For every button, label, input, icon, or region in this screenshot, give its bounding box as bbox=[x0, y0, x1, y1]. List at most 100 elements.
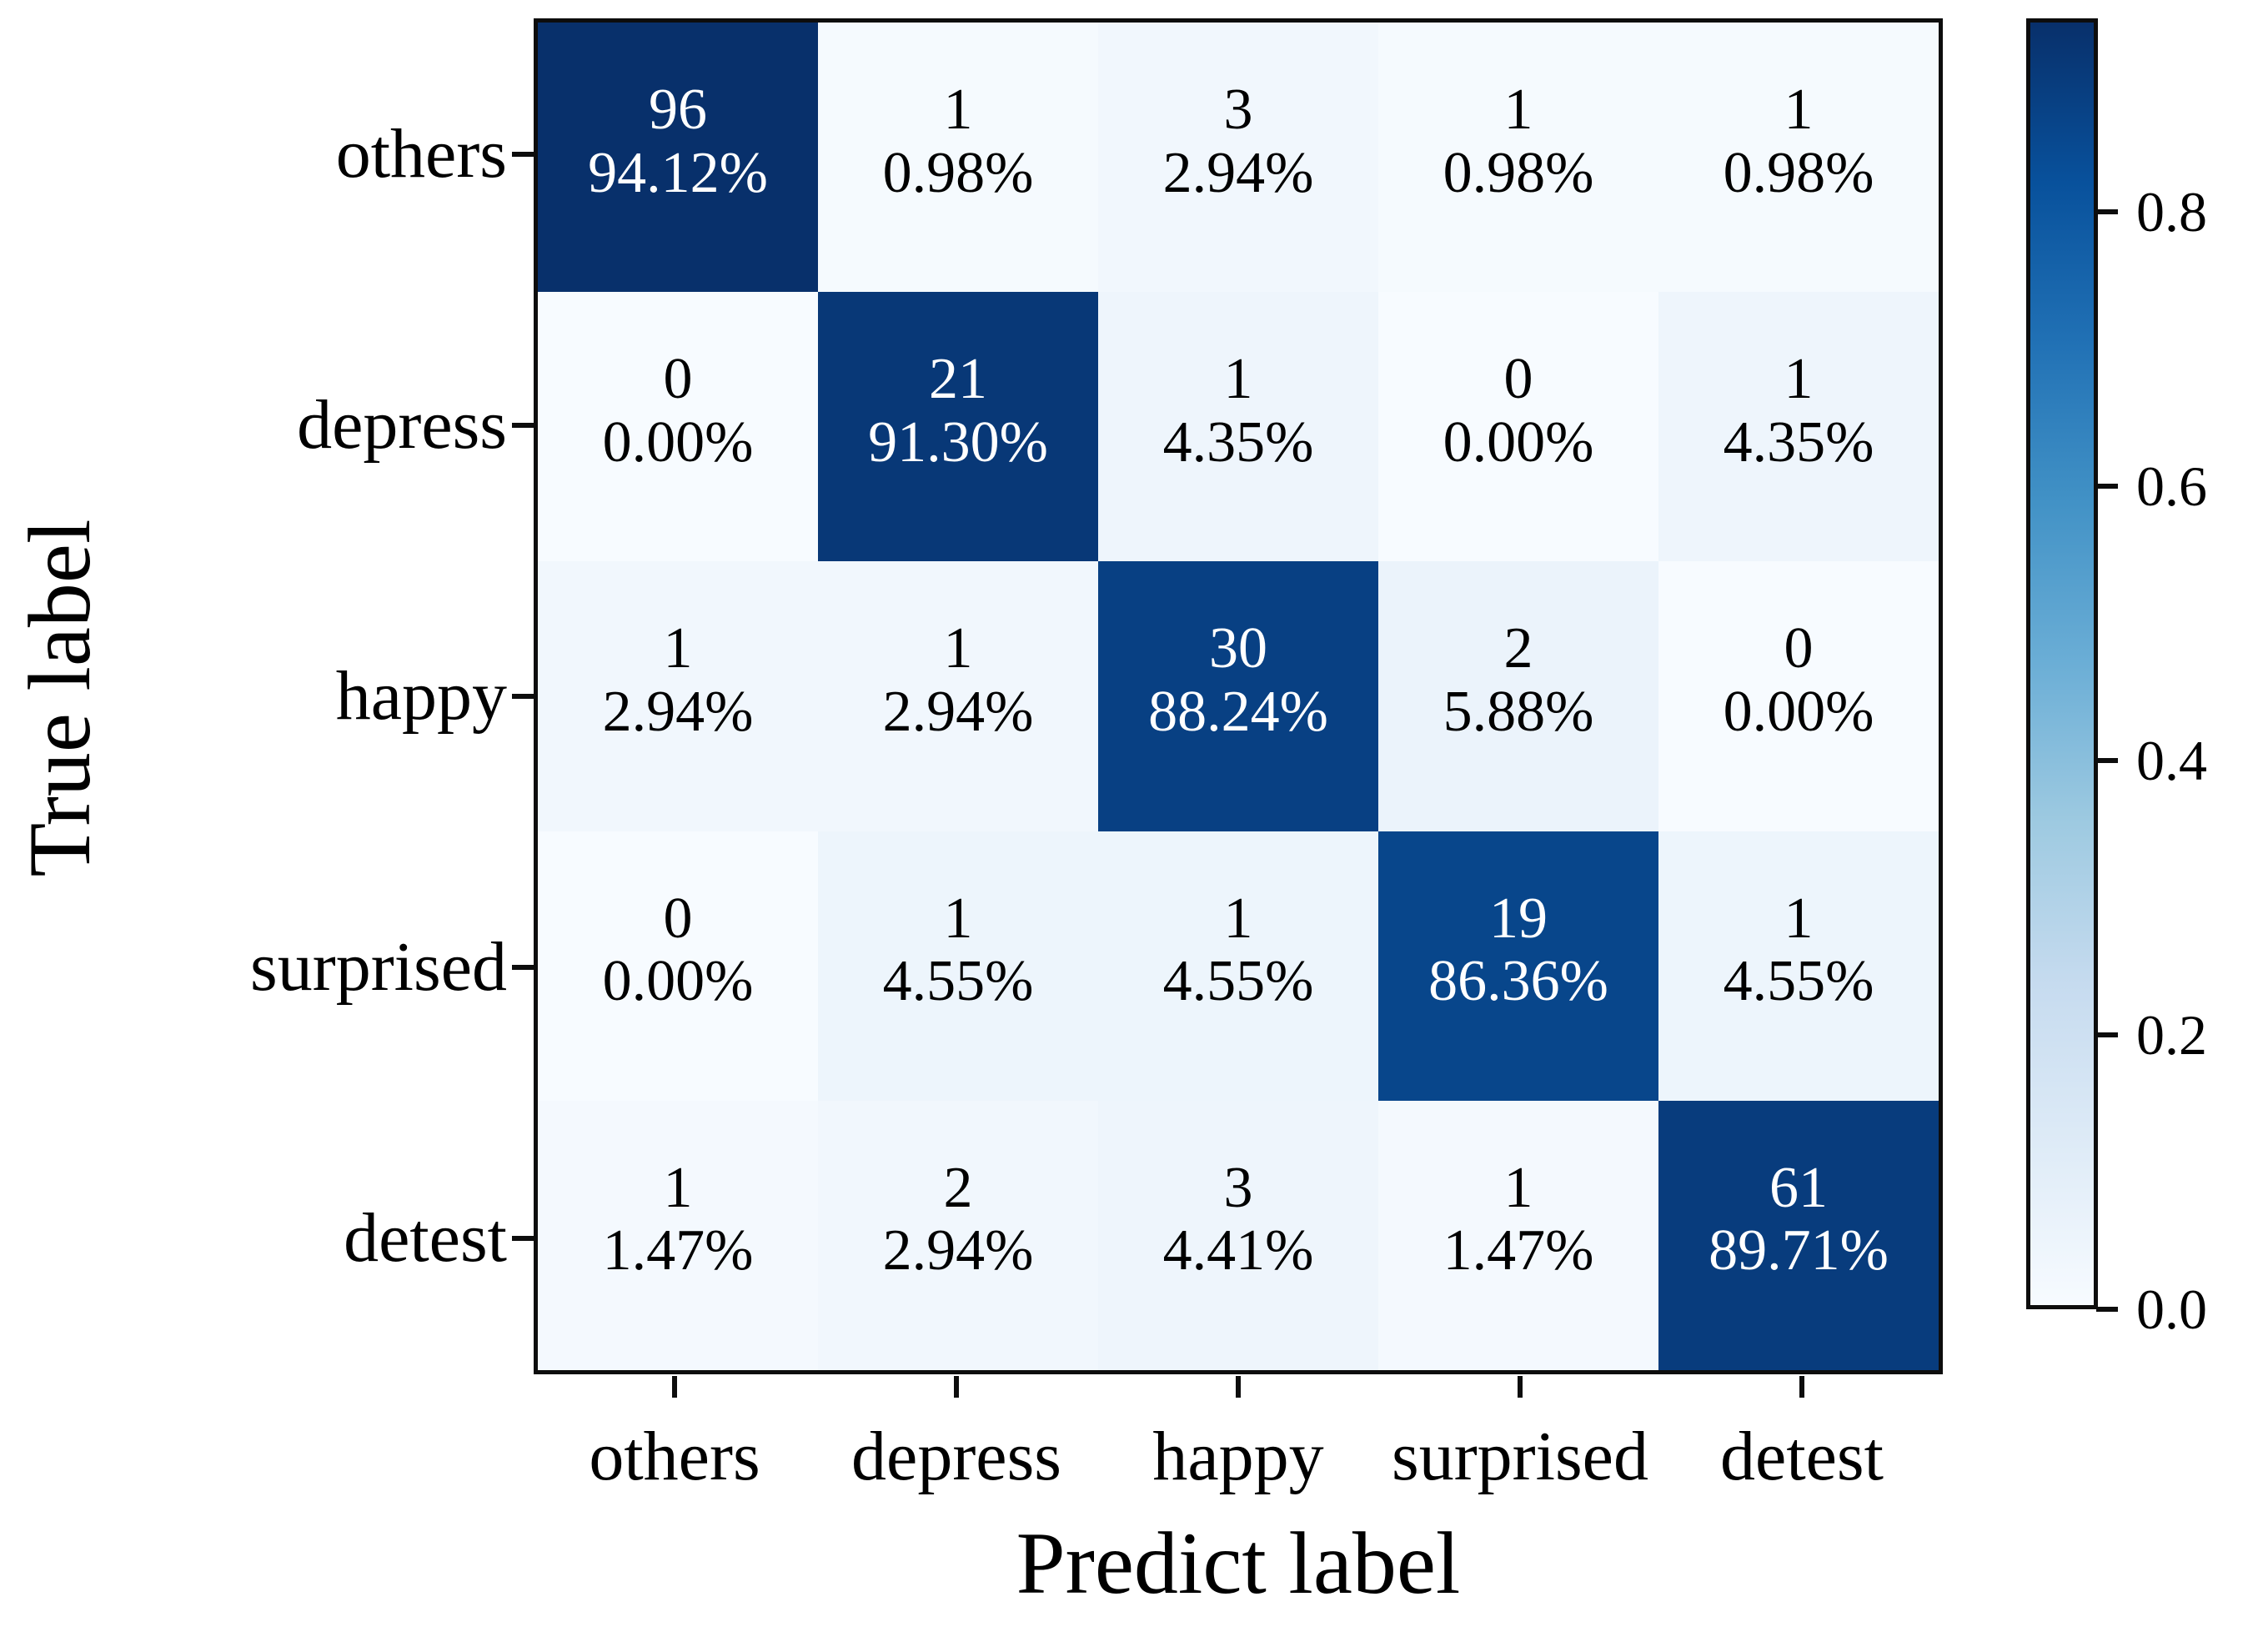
cell-percent: 2.94% bbox=[602, 679, 754, 744]
matrix-cell-depress-happy: 1 4.35% bbox=[1098, 292, 1378, 562]
cell-percent: 0.00% bbox=[1443, 409, 1594, 475]
cell-count: 0 bbox=[663, 886, 693, 951]
y-tick-mark bbox=[512, 694, 534, 699]
cell-count: 1 bbox=[1503, 1155, 1533, 1220]
cell-count: 1 bbox=[943, 78, 973, 142]
cell-percent: 1.47% bbox=[602, 1218, 754, 1283]
matrix-cell-depress-depress: 21 91.30% bbox=[818, 292, 1098, 562]
cell-percent: 0.00% bbox=[1723, 679, 1874, 744]
x-tick-label-happy: happy bbox=[1152, 1418, 1324, 1495]
y-tick-label-depress: depress bbox=[297, 385, 507, 464]
cell-count: 96 bbox=[649, 78, 707, 142]
matrix-cell-detest-happy: 3 4.41% bbox=[1098, 1100, 1378, 1370]
cell-percent: 4.55% bbox=[1723, 949, 1874, 1014]
matrix-cell-detest-surprised: 1 1.47% bbox=[1378, 1100, 1658, 1370]
cell-percent: 0.98% bbox=[1723, 140, 1874, 205]
x-tick-mark bbox=[1518, 1376, 1523, 1398]
x-tick-mark bbox=[672, 1376, 677, 1398]
cell-percent: 0.00% bbox=[602, 409, 754, 475]
cell-percent: 5.88% bbox=[1443, 679, 1594, 744]
cell-percent: 2.94% bbox=[1162, 140, 1314, 205]
cell-percent: 89.71% bbox=[1709, 1218, 1889, 1283]
matrix-cell-surprised-detest: 1 4.55% bbox=[1658, 831, 1939, 1101]
cell-percent: 0.98% bbox=[882, 140, 1034, 205]
cell-percent: 91.30% bbox=[868, 409, 1048, 475]
matrix-cell-depress-surprised: 0 0.00% bbox=[1378, 292, 1658, 562]
cell-percent: 4.35% bbox=[1723, 409, 1874, 475]
colorbar-tick-label-0.8: 0.8 bbox=[2136, 180, 2207, 244]
cell-count: 1 bbox=[1784, 347, 1814, 412]
matrix-cell-others-others: 96 94.12% bbox=[538, 23, 818, 293]
cell-count: 1 bbox=[1503, 78, 1533, 142]
cell-percent: 0.00% bbox=[602, 949, 754, 1014]
cell-percent: 4.55% bbox=[882, 949, 1034, 1014]
cell-count: 3 bbox=[1223, 1155, 1253, 1220]
y-tick-label-others: others bbox=[335, 114, 507, 193]
x-tick-label-depress: depress bbox=[851, 1418, 1061, 1495]
matrix-cell-happy-happy: 30 88.24% bbox=[1098, 561, 1378, 831]
matrix-cell-others-surprised: 1 0.98% bbox=[1378, 23, 1658, 293]
y-tick-mark bbox=[512, 965, 534, 971]
x-tick-label-others: others bbox=[589, 1418, 760, 1495]
cell-count: 1 bbox=[943, 886, 973, 951]
matrix-cell-surprised-surprised: 19 86.36% bbox=[1378, 831, 1658, 1101]
cell-count: 19 bbox=[1489, 886, 1548, 951]
cell-percent: 88.24% bbox=[1148, 679, 1328, 744]
cell-count: 61 bbox=[1769, 1155, 1828, 1220]
x-tick-mark bbox=[1236, 1376, 1241, 1398]
cell-count: 0 bbox=[1784, 616, 1814, 681]
y-tick-mark bbox=[512, 422, 534, 428]
x-tick-mark bbox=[954, 1376, 959, 1398]
matrix-cell-others-happy: 3 2.94% bbox=[1098, 23, 1378, 293]
colorbar-tick-label-0.6: 0.6 bbox=[2136, 454, 2207, 519]
colorbar-tick-label-0.0: 0.0 bbox=[2136, 1278, 2207, 1341]
matrix-cell-surprised-depress: 1 4.55% bbox=[818, 831, 1098, 1101]
matrix-cell-others-detest: 1 0.98% bbox=[1658, 23, 1939, 293]
cell-count: 1 bbox=[663, 616, 693, 681]
cell-count: 21 bbox=[929, 347, 987, 412]
matrix-cell-happy-depress: 1 2.94% bbox=[818, 561, 1098, 831]
cell-count: 1 bbox=[1784, 78, 1814, 142]
cell-percent: 4.41% bbox=[1162, 1218, 1314, 1283]
matrix-cell-detest-depress: 2 2.94% bbox=[818, 1100, 1098, 1370]
matrix-cell-depress-others: 0 0.00% bbox=[538, 292, 818, 562]
x-axis-title: Predict label bbox=[1016, 1514, 1461, 1612]
cell-percent: 4.35% bbox=[1162, 409, 1314, 475]
y-axis-title: True label bbox=[11, 519, 108, 877]
cell-percent: 0.98% bbox=[1443, 140, 1594, 205]
y-tick-label-surprised: surprised bbox=[250, 928, 507, 1007]
cell-count: 0 bbox=[663, 347, 693, 412]
matrix-cell-surprised-others: 0 0.00% bbox=[538, 831, 818, 1101]
cell-count: 30 bbox=[1209, 616, 1267, 681]
y-tick-label-happy: happy bbox=[335, 657, 507, 735]
cell-percent: 2.94% bbox=[882, 679, 1034, 744]
cell-percent: 1.47% bbox=[1443, 1218, 1594, 1283]
matrix-cell-happy-surprised: 2 5.88% bbox=[1378, 561, 1658, 831]
y-tick-label-detest: detest bbox=[344, 1199, 507, 1278]
cell-count: 0 bbox=[1503, 347, 1533, 412]
matrix-cell-depress-detest: 1 4.35% bbox=[1658, 292, 1939, 562]
colorbar-tick-label-0.4: 0.4 bbox=[2136, 729, 2207, 793]
cell-percent: 86.36% bbox=[1428, 949, 1608, 1014]
cell-count: 2 bbox=[943, 1155, 973, 1220]
matrix-cell-detest-detest: 61 89.71% bbox=[1658, 1100, 1939, 1370]
matrix-cell-happy-others: 1 2.94% bbox=[538, 561, 818, 831]
x-tick-mark bbox=[1799, 1376, 1804, 1398]
cell-percent: 4.55% bbox=[1162, 949, 1314, 1014]
cell-count: 1 bbox=[943, 616, 973, 681]
y-tick-mark bbox=[512, 151, 534, 157]
cell-count: 1 bbox=[1223, 886, 1253, 951]
x-tick-label-surprised: surprised bbox=[1392, 1418, 1648, 1495]
matrix-cell-surprised-happy: 1 4.55% bbox=[1098, 831, 1378, 1101]
cell-count: 2 bbox=[1503, 616, 1533, 681]
y-tick-mark bbox=[512, 1236, 534, 1242]
matrix-cell-detest-others: 1 1.47% bbox=[538, 1100, 818, 1370]
matrix-cell-others-depress: 1 0.98% bbox=[818, 23, 1098, 293]
cell-count: 1 bbox=[1784, 886, 1814, 951]
cell-count: 1 bbox=[663, 1155, 693, 1220]
colorbar-tick-mark bbox=[2096, 1032, 2118, 1038]
x-tick-label-detest: detest bbox=[1720, 1418, 1884, 1495]
colorbar bbox=[2026, 18, 2098, 1309]
colorbar-tick-mark bbox=[2096, 758, 2118, 764]
